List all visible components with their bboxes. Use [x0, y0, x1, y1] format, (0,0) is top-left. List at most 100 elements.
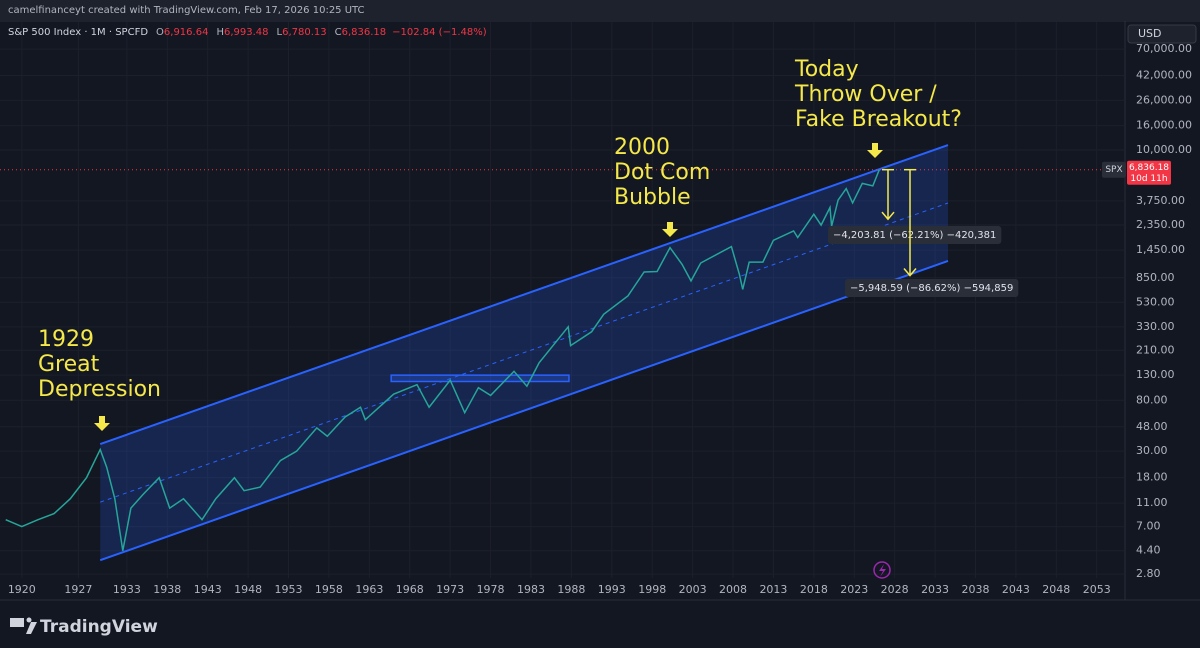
x-tick-label: 1968	[396, 583, 424, 596]
ohlc-value: 6,993.48	[224, 27, 269, 38]
x-tick-label: 1993	[598, 583, 626, 596]
y-tick-label: 330.00	[1136, 320, 1175, 333]
countdown: 10d 11h	[1130, 174, 1167, 184]
x-tick-label: 2008	[719, 583, 747, 596]
y-tick-label: 26,000.00	[1136, 93, 1192, 106]
logo-mark	[10, 618, 24, 627]
x-tick-label: 1920	[8, 583, 36, 596]
x-tick-label: 1988	[557, 583, 585, 596]
y-tick-label: 7.00	[1136, 520, 1161, 533]
x-tick-label: 1938	[153, 583, 181, 596]
ohlc-key: C	[335, 27, 342, 38]
x-tick-label: 1998	[638, 583, 666, 596]
x-tick-label: 1958	[315, 583, 343, 596]
header-bar	[0, 0, 1200, 20]
y-tick-label: 4.40	[1136, 544, 1161, 557]
y-tick-label: 2,350.00	[1136, 218, 1185, 231]
x-tick-label: 1978	[477, 583, 505, 596]
grid	[0, 22, 1125, 578]
measure-label: −5,948.59 (−86.62%) −594,859	[850, 283, 1013, 294]
y-tick-label: 10,000.00	[1136, 143, 1192, 156]
y-tick-label: 48.00	[1136, 420, 1168, 433]
measure-head	[903, 268, 917, 277]
annotation-arrow	[662, 222, 678, 237]
y-tick-label: 16,000.00	[1136, 119, 1192, 132]
x-tick-label: 2023	[840, 583, 868, 596]
logo-mark	[26, 617, 32, 623]
measure-head	[881, 211, 895, 221]
x-tick-label: 2033	[921, 583, 949, 596]
x-tick-label: 2038	[961, 583, 989, 596]
price-line	[5, 169, 880, 551]
y-tick-label: 42,000.00	[1136, 69, 1192, 82]
x-tick-label: 1963	[355, 583, 383, 596]
ohlc-row: S&P 500 Index · 1M · SPCFD O6,916.64 H6,99…	[8, 27, 487, 38]
annotation-arrow	[867, 143, 883, 158]
x-tick-label: 2013	[759, 583, 787, 596]
y-tick-label: 850.00	[1136, 271, 1175, 284]
currency-box[interactable]	[1127, 24, 1197, 44]
annotation: 1929	[38, 327, 94, 352]
x-tick-label: 1943	[194, 583, 222, 596]
channel-lower	[99, 260, 949, 562]
ohlc-value: 6,836.18	[342, 27, 387, 38]
ohlc-value: 6,916.64	[164, 27, 209, 38]
brand: TradingView	[40, 617, 158, 637]
annotation-arrow	[94, 416, 110, 431]
measure-label-box	[845, 279, 1019, 297]
x-tick-label: 1983	[517, 583, 545, 596]
y-tick-label: 3,750.00	[1136, 194, 1185, 207]
annotation: Today	[794, 57, 859, 82]
x-tick-label: 2043	[1002, 583, 1030, 596]
credit: camelfinanceyt created with TradingView.…	[8, 5, 365, 16]
annotation: 2000	[614, 135, 670, 160]
x-tick-label: 2053	[1083, 583, 1111, 596]
symbol-tag-label: SPX	[1105, 165, 1122, 175]
y-tick-label: 130.00	[1136, 368, 1175, 381]
ohlc-key: H	[216, 27, 224, 38]
y-tick-label: 11.00	[1136, 496, 1168, 509]
price-tag-label: 6,836.18	[1129, 163, 1169, 173]
annotation: Fake Breakout?	[795, 107, 962, 132]
channel-upper	[99, 144, 949, 446]
y-tick-label: 18.00	[1136, 471, 1168, 484]
x-tick-label: 1948	[234, 583, 262, 596]
x-tick-label: 2028	[881, 583, 909, 596]
x-tick-label: 1973	[436, 583, 464, 596]
x-tick-label: 1953	[275, 583, 303, 596]
currency[interactable]: USD	[1138, 27, 1162, 40]
y-tick-label: 30.00	[1136, 444, 1168, 457]
event-icon[interactable]	[873, 561, 891, 579]
annotation: Bubble	[614, 185, 691, 210]
annotation: Throw Over /	[794, 82, 937, 107]
annotation: Depression	[38, 377, 161, 402]
y-tick-label: 210.00	[1136, 343, 1175, 356]
y-tick-label: 2.80	[1136, 567, 1161, 580]
axes: 2.80 4.40 7.00 11.00 18.00 30.00 48.00 80.00 130…	[8, 42, 1192, 596]
y-tick-label: 80.00	[1136, 393, 1168, 406]
y-tick-label: 1,450.00	[1136, 243, 1185, 256]
symbol-tag	[1102, 161, 1126, 178]
plot: −4,203.81 (−62.21%) −420,381 −5,948.59 (−…	[0, 57, 1125, 562]
x-tick-label: 1933	[113, 583, 141, 596]
event-icon-bolt	[879, 564, 886, 577]
measure-label-box	[828, 226, 1002, 244]
measure-label: −4,203.81 (−62.21%) −420,381	[833, 230, 996, 241]
annotation: Great	[38, 352, 100, 377]
annotation: Dot Com	[614, 160, 710, 185]
highlight-box	[390, 374, 570, 383]
x-tick-label: 2003	[679, 583, 707, 596]
x-tick-label: 2018	[800, 583, 828, 596]
channel-median	[100, 202, 949, 503]
ohlc-key: O	[156, 27, 164, 38]
ohlc-key: L	[277, 27, 283, 38]
logo[interactable]: TradingView	[10, 617, 158, 637]
x-tick-label: 1927	[64, 583, 92, 596]
ohlc-value: 6,780.13	[282, 27, 327, 38]
logo-mark	[26, 622, 37, 634]
price-tag	[1127, 160, 1171, 185]
change: −102.84 (−1.48%)	[392, 27, 487, 38]
